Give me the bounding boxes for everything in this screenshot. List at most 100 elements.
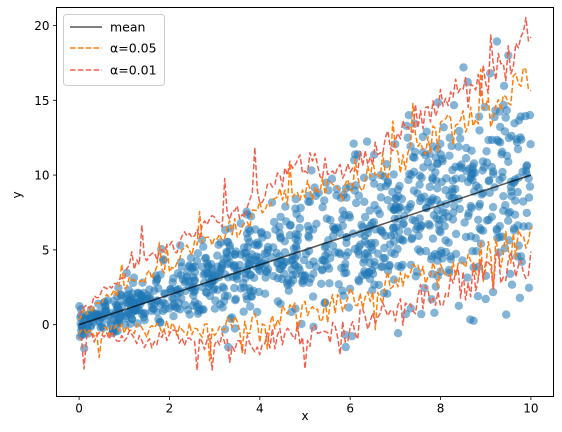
- scatter-point: [227, 313, 237, 322]
- scatter-point: [365, 274, 375, 283]
- scatter-point: [405, 169, 414, 179]
- scatter-point: [133, 319, 142, 328]
- scatter-point: [472, 247, 481, 256]
- scatter-point: [474, 215, 483, 224]
- scatter-point: [362, 137, 372, 146]
- scatter-point: [195, 305, 205, 314]
- scatter-point: [213, 251, 222, 260]
- scatter-point: [456, 134, 465, 143]
- scatter-point: [280, 248, 290, 257]
- scatter-point: [389, 205, 398, 214]
- scatter-point: [404, 111, 414, 120]
- scatter-point: [360, 255, 369, 264]
- scatter-point: [273, 274, 282, 283]
- scatter-point: [281, 202, 290, 211]
- scatter-point: [428, 234, 438, 243]
- scatter-point: [419, 163, 428, 172]
- scatter-point: [328, 241, 338, 251]
- scatter-point: [488, 287, 498, 297]
- scatter-point: [496, 122, 505, 132]
- scatter-point: [343, 248, 353, 257]
- scatter-point: [270, 217, 279, 227]
- scatter-point: [472, 181, 481, 190]
- scatter-point: [250, 240, 259, 249]
- legend-mean-label: mean: [110, 20, 145, 35]
- scatter-point: [507, 280, 517, 289]
- scatter-point: [429, 211, 439, 220]
- scatter-point: [347, 332, 357, 341]
- scatter-point: [360, 231, 369, 241]
- scatter-point: [433, 98, 443, 107]
- scatter-point: [126, 319, 135, 328]
- scatter-point: [395, 181, 404, 191]
- scatter-point: [183, 305, 193, 315]
- scatter-point: [326, 215, 335, 225]
- scatter-point: [226, 252, 235, 261]
- scatter-point: [375, 209, 384, 219]
- scatter-point: [364, 268, 373, 277]
- scatter-point: [428, 269, 437, 279]
- scatter-point: [428, 173, 437, 182]
- scatter-point: [524, 193, 534, 202]
- scatter-point: [474, 202, 484, 211]
- scatter-point: [246, 292, 256, 301]
- scatter-point: [262, 248, 272, 258]
- scatter-point: [168, 278, 177, 287]
- scatter-point: [75, 302, 84, 311]
- scatter-point: [365, 206, 374, 215]
- scatter-point: [276, 264, 285, 274]
- scatter-point: [433, 251, 443, 260]
- scatter-point: [339, 291, 348, 300]
- scatter-point: [117, 290, 126, 299]
- scatter-point: [307, 166, 316, 175]
- scatter-point: [247, 256, 256, 265]
- y-tick-label: 0: [42, 318, 50, 332]
- scatter-point: [271, 225, 280, 234]
- scatter-point: [349, 139, 358, 148]
- scatter-point: [367, 242, 376, 252]
- scatter-point: [296, 203, 305, 213]
- scatter-point: [436, 150, 446, 159]
- scatter-point: [295, 223, 304, 233]
- scatter-point: [341, 330, 350, 339]
- scatter-point: [113, 326, 122, 336]
- scatter-point: [169, 312, 178, 321]
- scatter-point: [522, 208, 531, 218]
- scatter-point: [338, 214, 347, 224]
- scatter-point: [332, 191, 341, 200]
- scatter-point: [455, 162, 464, 171]
- scatter-point: [500, 243, 510, 253]
- scatter-point: [114, 283, 123, 293]
- scatter-point: [305, 278, 314, 287]
- scatter-point: [273, 297, 283, 306]
- scatter-point: [397, 194, 407, 204]
- scatter-point: [510, 210, 520, 219]
- scatter-point: [499, 192, 508, 201]
- scatter-point: [230, 283, 239, 293]
- scatter-point: [262, 231, 272, 240]
- scatter-point: [484, 215, 493, 225]
- x-tick-label: 6: [346, 402, 354, 416]
- scatter-point: [449, 101, 459, 110]
- scatter-point: [525, 182, 535, 191]
- scatter-point: [444, 212, 453, 221]
- scatter-point: [246, 302, 255, 311]
- scatter-point: [421, 150, 430, 160]
- scatter-point: [158, 306, 168, 316]
- scatter-point: [370, 179, 379, 188]
- scatter-point: [430, 308, 439, 317]
- scatter-point: [501, 113, 510, 122]
- scatter-point: [80, 344, 89, 353]
- mean-line: [78, 174, 532, 326]
- scatter-point: [442, 174, 451, 183]
- scatter-point: [308, 292, 318, 301]
- scatter-point: [305, 260, 314, 270]
- scatter-point: [420, 192, 429, 201]
- scatter-point: [495, 175, 504, 185]
- scatter-point: [231, 294, 240, 304]
- plot-area: [75, 16, 535, 371]
- scatter-point: [467, 146, 476, 155]
- scatter-point: [415, 171, 424, 180]
- scatter-point: [451, 229, 461, 239]
- scatter-point: [323, 248, 332, 258]
